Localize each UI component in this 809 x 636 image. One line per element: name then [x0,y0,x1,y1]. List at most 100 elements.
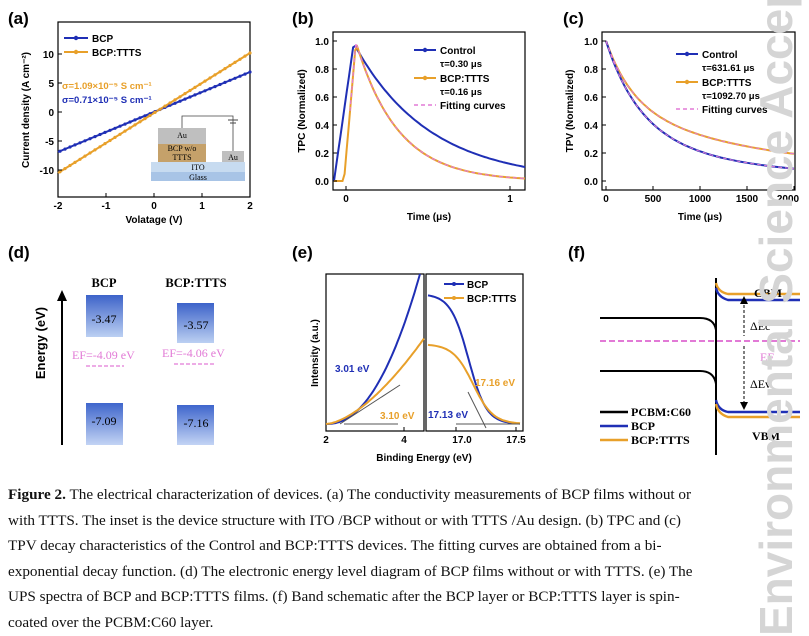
dec-label: ΔEc [750,319,770,333]
x-axis-label-e: Binding Energy (eV) [376,453,472,464]
caption-text: The electrical characterization of devic… [8,486,693,631]
panel-label-a: (a) [8,9,29,28]
xtick-label: 1 [507,194,513,205]
dec-arrow-head [740,296,748,304]
xtick-label: 1500 [736,194,759,205]
xtick-label: 0 [603,194,609,205]
legend-a: BCP BCP:TTTS [64,34,142,59]
panel-a: (a) -2 -1 0 1 2 10 5 0 -5 -10 Volatage (… [8,9,253,226]
xtick-label: 0 [151,201,157,212]
legend-tau-control: τ=631.61 μs [702,63,755,74]
vbm-ttts-band [714,403,800,419]
dev-label: ΔEv [750,377,771,391]
legend-ttts: BCP:TTTS [467,294,517,305]
ytick-label: 0.2 [584,149,598,160]
y-axis-label-e: Intensity (a.u.) [310,319,321,387]
inset-glass: Glass [189,173,207,182]
ytick-label: 1.0 [315,37,329,48]
ytick-labels-c: 1.0 0.8 0.6 0.4 0.2 0.0 [584,37,598,188]
legend-c: Control τ=631.61 μs BCP:TTTS τ=1092.70 μ… [676,50,768,116]
legend-bcp: BCP [92,34,113,45]
ytick-label: 0.6 [584,93,598,104]
ytick-label: 5 [48,79,54,90]
x-axis-label-a: Volatage (V) [125,215,182,226]
legend-f: PCBM:C60 BCP BCP:TTTS [600,405,691,447]
series-bcp-ups-left [326,273,421,425]
legend-control: Control [440,46,476,57]
inset-au-top: Au [177,131,187,140]
ytick-label: 1.0 [584,37,598,48]
ytick-label: -10 [40,166,55,177]
y-axis-label-d: Energy (eV) [33,307,48,379]
ef-label: EF [760,350,774,364]
plot-frame-e-right [425,273,524,432]
xtick-label: 0 [343,194,349,205]
panel-label-b: (b) [292,9,314,28]
fitting-curve-tpv-1 [605,40,795,170]
pcbm-cbm-band [600,317,717,331]
legend-e: BCP BCP:TTTS [444,280,517,305]
ticks-e [325,427,517,431]
fit-lines-e [339,384,520,429]
ef-value-bcp: EF=-4.09 eV [72,348,135,362]
legend-bcp: BCP [631,419,655,433]
ticks-b [333,40,511,190]
panel-d: (d) Energy (eV) BCP BCP:TTTS -3.47 -3.57… [8,243,227,445]
series-control-tpc [333,44,526,182]
ytick-label: 0.6 [315,93,329,104]
ef-value-ttts: EF=-4.06 eV [162,346,225,360]
ticks-c [602,40,795,190]
series-ttts-ups-left [325,337,425,425]
cbm-bcp-band [714,287,800,302]
x-axis-label-c: Time (μs) [678,212,722,223]
xtick-label: 2 [247,201,253,212]
legend-ttts: BCP:TTTS [92,48,142,59]
homo-box-ttts [177,405,214,445]
annot-1716: 17.16 eV [475,378,515,389]
watermark-text: Environmental Science Accepted Manuscrip… [750,0,802,636]
fitting-curve-tpv-2 [605,40,795,155]
figure-caption: Figure 2. The electrical characterizatio… [8,482,698,636]
cbm-ttts-band [714,282,800,296]
homo-value-ttts: -7.16 [184,416,209,430]
ytick-label: 0.0 [584,177,598,188]
x-axis-label-b: Time (μs) [407,212,451,223]
cbm-label: CBM [754,286,782,300]
legend-pcbm: PCBM:C60 [631,405,691,419]
xtick-labels-e: 2 4 17.0 17.5 [323,435,526,446]
col-label-ttts: BCP:TTTS [165,276,226,290]
plot-frame-e-left [325,273,425,432]
panel-label-f: (f) [568,243,585,262]
homo-value-bcp: -7.09 [92,414,117,428]
xtick-label: -1 [102,201,111,212]
inset-device: Au BCP w/o TTTS Au ITO Glass [151,115,245,182]
vbm-label: VBM [752,429,780,443]
panel-c: (c) 0 500 1000 1500 2000 1.0 0.8 0.6 0.4… [563,9,800,223]
annot-1713: 17.13 eV [428,410,468,421]
vbm-bcp-band [714,399,800,414]
panel-label-e: (e) [292,243,313,262]
ytick-label: 10 [43,50,55,61]
xtick-label: 500 [645,194,662,205]
y-axis-label-a: Current density (A cm⁻²) [21,52,32,168]
energy-axis-arrow [57,290,67,301]
ytick-label: 0.4 [584,121,598,132]
legend-control: Control [702,50,738,61]
ytick-label: -5 [45,137,54,148]
legend-tau-control: τ=0.30 μs [440,59,482,70]
legend-b: Control τ=0.30 μs BCP:TTTS τ=0.16 μs Fit… [414,46,506,112]
panel-e: (e) 2 4 17.0 17.5 Binding Energy (eV) In… [292,243,526,464]
legend-fitting: Fitting curves [702,105,768,116]
annot-301: 3.01 eV [335,364,370,375]
xtick-label: 2000 [777,194,800,205]
legend-tau-ttts: τ=0.16 μs [440,87,482,98]
ytick-label: 0.0 [315,177,329,188]
xtick-label: 17.5 [506,435,526,446]
pcbm-vbm-band [600,370,717,385]
col-label-bcp: BCP [92,276,117,290]
legend-ttts: BCP:TTTS [631,433,690,447]
panel-label-c: (c) [563,9,584,28]
xtick-labels-c: 0 500 1000 1500 2000 [603,194,799,205]
markers-a [58,51,252,174]
y-axis-label-b: TPC (Normalized) [297,69,308,152]
